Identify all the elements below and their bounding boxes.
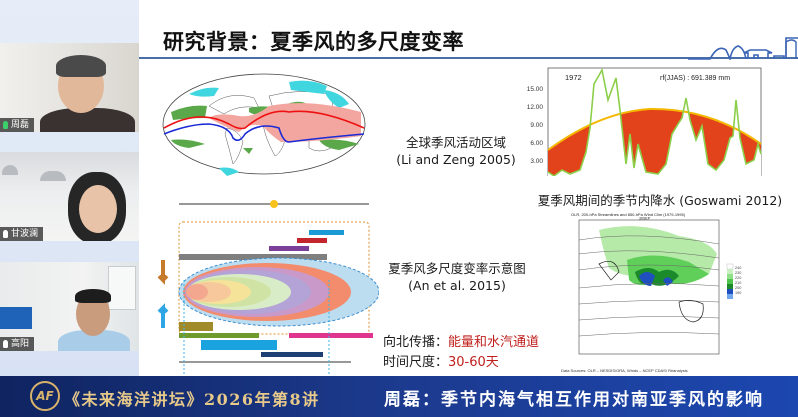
svg-text:230: 230 bbox=[735, 271, 741, 275]
schematic-caption-title: 夏季风多尺度变率示意图 bbox=[388, 261, 526, 276]
timescale-note: 时间尺度：30-60天 bbox=[383, 354, 499, 371]
ceiling-lamp bbox=[40, 171, 66, 181]
participant-name: 高阳 bbox=[11, 339, 30, 349]
microphone-active-icon bbox=[3, 121, 8, 129]
y-tick: 15.00 bbox=[527, 86, 544, 93]
sofa bbox=[0, 307, 32, 329]
lecture-series-title: 《未来海洋讲坛》2026年第8讲 bbox=[64, 390, 320, 409]
participant-face bbox=[79, 185, 117, 233]
map-caption-reference: (Li and Zeng 2005) bbox=[396, 152, 516, 167]
participant-video-strip: 周磊 甘波澜 高阳 bbox=[0, 0, 139, 376]
chart-year: 1972 bbox=[565, 73, 582, 82]
window bbox=[108, 266, 136, 310]
svg-text:190: 190 bbox=[735, 291, 741, 295]
participant-body bbox=[58, 330, 130, 351]
lecture-banner: AF 《未来海洋讲坛》2026年第8讲 周磊：季节内海气相互作用对南亚季风的影响 bbox=[0, 376, 798, 417]
y-tick: 3.00 bbox=[530, 158, 543, 165]
svg-text:210: 210 bbox=[735, 281, 741, 285]
slide-title: 研究背景：夏季风的多尺度变率 bbox=[163, 30, 464, 54]
title-divider bbox=[139, 57, 798, 59]
svg-text:220: 220 bbox=[735, 276, 741, 280]
y-tick: 6.00 bbox=[530, 140, 543, 147]
skyline-logo-icon bbox=[688, 37, 798, 60]
rainfall-caption: 夏季风期间的季节内降水 (Goswami 2012) bbox=[537, 193, 783, 208]
shared-slide: 研究背景：夏季风的多尺度变率 bbox=[139, 0, 798, 376]
multiscale-variability-schematic bbox=[157, 200, 379, 374]
map-caption: 全球季风活动区域 (Li and Zeng 2005) bbox=[391, 134, 521, 168]
participant-name: 甘波澜 bbox=[11, 229, 39, 239]
chart-annotation: rf(JJAS) : 691.389 mm bbox=[660, 75, 730, 82]
intraseasonal-rainfall-chart: 0.00 3.00 6.00 9.00 12.00 15.00 1972 rf(… bbox=[527, 67, 762, 176]
schematic-caption: 夏季风多尺度变率示意图 (An et al. 2015) bbox=[377, 260, 537, 294]
y-tick: 12.00 bbox=[527, 104, 544, 111]
map-caption-title: 全球季风活动区域 bbox=[405, 135, 506, 150]
video-tile-1[interactable]: 周磊 bbox=[0, 43, 139, 132]
participant-name-tag: 甘波澜 bbox=[0, 227, 44, 241]
olr-date: 30SEP bbox=[639, 217, 651, 221]
global-monsoon-map bbox=[162, 73, 366, 176]
microphone-icon bbox=[3, 230, 8, 238]
olr-source: Data Sources: OLR – NESDIS/ORA, Winds – … bbox=[561, 368, 688, 373]
schematic-caption-reference: (An et al. 2015) bbox=[408, 278, 506, 293]
talk-title: 周磊：季节内海气相互作用对南亚季风的影响 bbox=[384, 390, 764, 410]
ceiling-lamp bbox=[2, 165, 18, 175]
olr-header: OLR, 200-hPa Streamlines and 850-hPa Win… bbox=[571, 212, 686, 217]
timescale-value: 30-60天 bbox=[448, 355, 499, 370]
microphone-icon bbox=[3, 340, 8, 348]
propagation-note: 向北传播：能量和水汽通道 bbox=[383, 334, 539, 351]
participant-body bbox=[40, 108, 135, 132]
svg-text:200: 200 bbox=[735, 286, 741, 290]
video-tile-2[interactable]: 甘波澜 bbox=[0, 152, 139, 241]
participant-name: 周磊 bbox=[11, 120, 30, 130]
af-logo-icon: AF bbox=[30, 381, 60, 411]
participant-hair bbox=[56, 55, 106, 77]
video-tile-3[interactable]: 高阳 bbox=[0, 262, 139, 351]
participant-hair bbox=[75, 289, 111, 303]
propagation-value: 能量和水汽通道 bbox=[448, 335, 540, 350]
participant-name-tag: 周磊 bbox=[0, 118, 35, 132]
participant-name-tag: 高阳 bbox=[0, 337, 35, 351]
svg-text:240: 240 bbox=[735, 266, 741, 270]
propagation-label: 向北传播： bbox=[383, 335, 449, 350]
y-tick: 9.00 bbox=[530, 122, 543, 129]
timescale-label: 时间尺度： bbox=[383, 355, 449, 370]
